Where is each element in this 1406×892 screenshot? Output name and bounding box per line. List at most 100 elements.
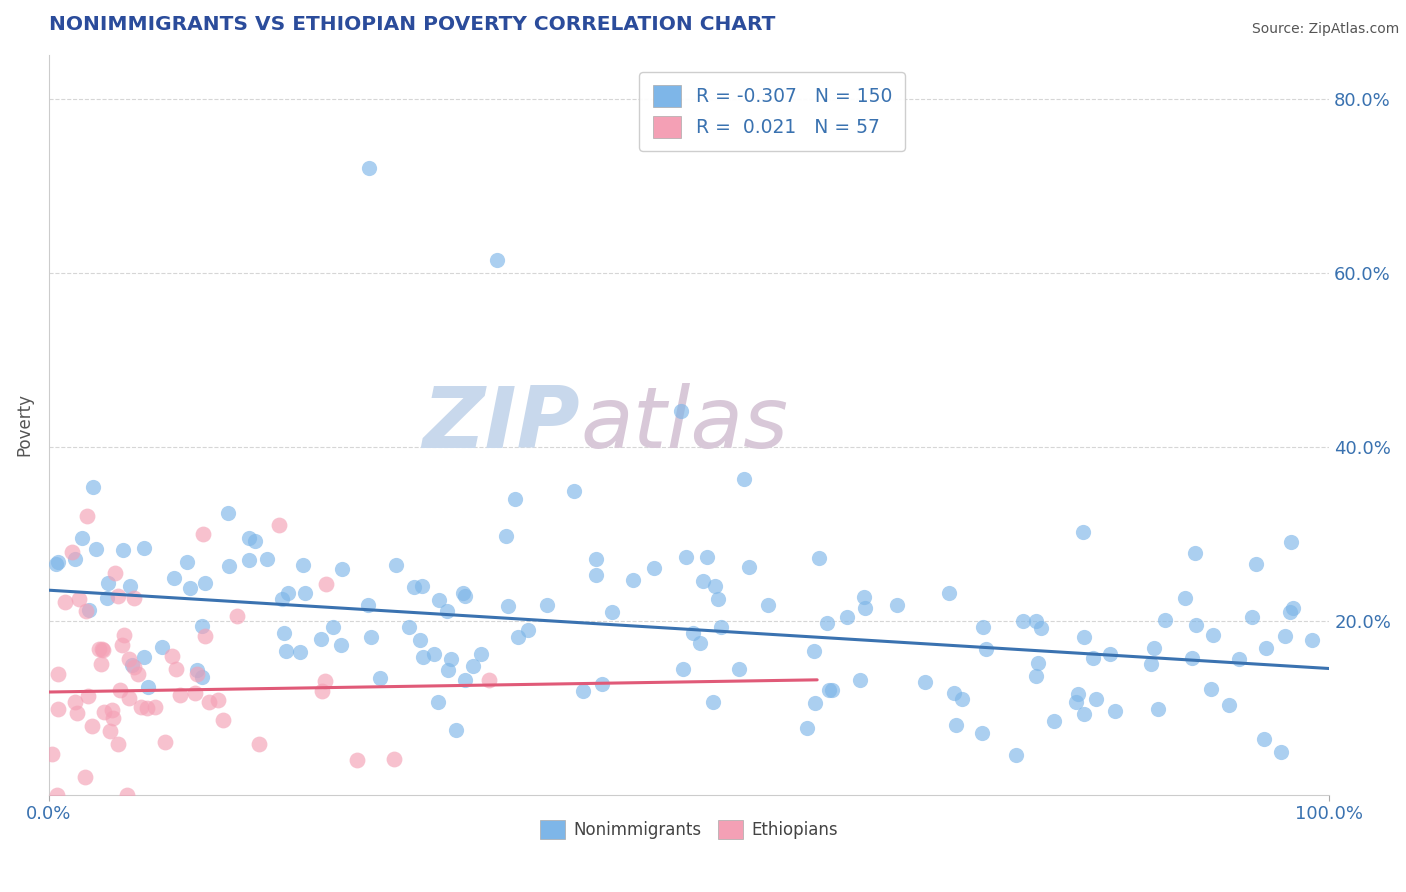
- Point: [169, 688, 191, 702]
- Point: [1081, 651, 1104, 665]
- Point: [112, 543, 135, 558]
- Point: [256, 552, 278, 566]
- Point: [273, 626, 295, 640]
- Point: [385, 558, 408, 572]
- Point: [454, 673, 477, 688]
- Point: [503, 491, 526, 506]
- Point: [1026, 657, 1049, 671]
- Point: [129, 699, 152, 714]
- Point: [153, 735, 176, 749]
- Point: [357, 598, 380, 612]
- Point: [1199, 681, 1222, 696]
- Point: [1104, 705, 1126, 719]
- Point: [1240, 610, 1263, 624]
- Point: [76, 509, 98, 524]
- Point: [496, 599, 519, 614]
- Point: [1098, 648, 1121, 662]
- Point: [1067, 688, 1090, 702]
- Point: [225, 608, 247, 623]
- Point: [115, 788, 138, 802]
- Point: [1282, 601, 1305, 615]
- Point: [444, 723, 467, 737]
- Point: [849, 673, 872, 688]
- Point: [972, 726, 994, 740]
- Point: [1085, 692, 1108, 706]
- Point: [672, 662, 695, 676]
- Point: [835, 610, 858, 624]
- Point: [322, 619, 344, 633]
- Point: [132, 541, 155, 555]
- Point: [357, 161, 380, 175]
- Point: [245, 534, 267, 549]
- Point: [134, 649, 156, 664]
- Point: [506, 630, 529, 644]
- Point: [1073, 707, 1095, 722]
- Point: [384, 751, 406, 765]
- Point: [238, 531, 260, 545]
- Point: [218, 558, 240, 573]
- Point: [45, 788, 67, 802]
- Point: [710, 620, 733, 634]
- Point: [886, 598, 908, 612]
- Legend: Nonimmigrants, Ethiopians: Nonimmigrants, Ethiopians: [533, 813, 845, 846]
- Point: [96, 591, 118, 606]
- Point: [945, 718, 967, 732]
- Point: [852, 590, 875, 604]
- Point: [329, 639, 352, 653]
- Point: [108, 683, 131, 698]
- Point: [461, 659, 484, 673]
- Point: [974, 642, 997, 657]
- Point: [191, 671, 214, 685]
- Point: [423, 647, 446, 661]
- Point: [186, 663, 208, 677]
- Point: [294, 586, 316, 600]
- Point: [669, 404, 692, 418]
- Point: [1031, 621, 1053, 635]
- Text: Source: ZipAtlas.com: Source: ZipAtlas.com: [1251, 22, 1399, 37]
- Point: [194, 576, 217, 591]
- Point: [1184, 546, 1206, 560]
- Point: [821, 683, 844, 698]
- Point: [194, 629, 217, 643]
- Point: [1185, 617, 1208, 632]
- Point: [247, 738, 270, 752]
- Point: [675, 550, 697, 565]
- Point: [585, 552, 607, 566]
- Point: [1153, 613, 1175, 627]
- Point: [478, 673, 501, 687]
- Point: [804, 696, 827, 710]
- Point: [807, 550, 830, 565]
- Point: [402, 581, 425, 595]
- Point: [1025, 669, 1047, 683]
- Point: [122, 659, 145, 673]
- Point: [77, 603, 100, 617]
- Point: [517, 624, 540, 638]
- Point: [440, 651, 463, 665]
- Point: [118, 652, 141, 666]
- Point: [91, 643, 114, 657]
- Point: [98, 723, 121, 738]
- Point: [1202, 627, 1225, 641]
- Point: [682, 626, 704, 640]
- Point: [972, 620, 994, 634]
- Point: [107, 737, 129, 751]
- Point: [330, 562, 353, 576]
- Point: [938, 586, 960, 600]
- Point: [1071, 525, 1094, 540]
- Point: [93, 705, 115, 719]
- Point: [853, 601, 876, 615]
- Point: [89, 642, 111, 657]
- Point: [950, 692, 973, 706]
- Point: [212, 714, 235, 728]
- Point: [1279, 605, 1302, 619]
- Point: [165, 662, 187, 676]
- Point: [217, 507, 239, 521]
- Point: [728, 662, 751, 676]
- Point: [411, 579, 433, 593]
- Point: [1174, 591, 1197, 606]
- Point: [121, 658, 143, 673]
- Point: [136, 681, 159, 695]
- Point: [368, 671, 391, 685]
- Point: [427, 593, 450, 607]
- Point: [163, 571, 186, 585]
